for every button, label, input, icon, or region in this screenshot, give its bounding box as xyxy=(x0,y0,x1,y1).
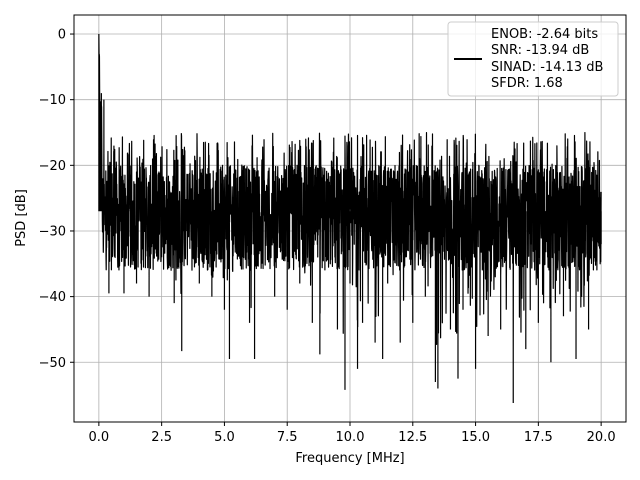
x-axis-label: Frequency [MHz] xyxy=(295,451,404,466)
y-tick-label: −50 xyxy=(39,356,66,371)
x-tick-label: 2.5 xyxy=(151,430,172,445)
legend-entry-sinad: SINAD: -14.13 dB xyxy=(491,60,603,75)
y-tick-label: −20 xyxy=(39,159,66,174)
y-tick-label: −10 xyxy=(39,93,66,108)
legend-entry-enob: ENOB: -2.64 bits xyxy=(491,27,598,42)
x-tick-label: 20.0 xyxy=(587,430,616,445)
x-tick-label: 7.5 xyxy=(277,430,298,445)
x-tick-label: 15.0 xyxy=(461,430,490,445)
y-tick-label: −30 xyxy=(39,224,66,239)
psd-series-line xyxy=(98,34,602,403)
y-tick-label: −40 xyxy=(39,290,66,305)
tick-layer: 0.0 2.5 5.0 7.5 10.0 12.5 15.0 17.5 20.0 0 −10 −20 −… xyxy=(39,28,616,445)
y-tick-label: 0 xyxy=(58,28,66,43)
legend-entry-snr: SNR: -13.94 dB xyxy=(491,43,589,58)
y-axis-label: PSD [dB] xyxy=(14,189,29,247)
legend-entry-sfdr: SFDR: 1.68 xyxy=(491,76,563,91)
x-tick-label: 10.0 xyxy=(336,430,365,445)
legend: ENOB: -2.64 bits SNR: -13.94 dB SINAD: -… xyxy=(447,21,619,97)
x-tick-label: 0.0 xyxy=(89,430,110,445)
data-layer xyxy=(98,34,602,403)
x-tick-label: 5.0 xyxy=(214,430,235,445)
legend-box xyxy=(447,21,619,97)
x-tick-label: 17.5 xyxy=(524,430,553,445)
x-tick-label: 12.5 xyxy=(398,430,427,445)
